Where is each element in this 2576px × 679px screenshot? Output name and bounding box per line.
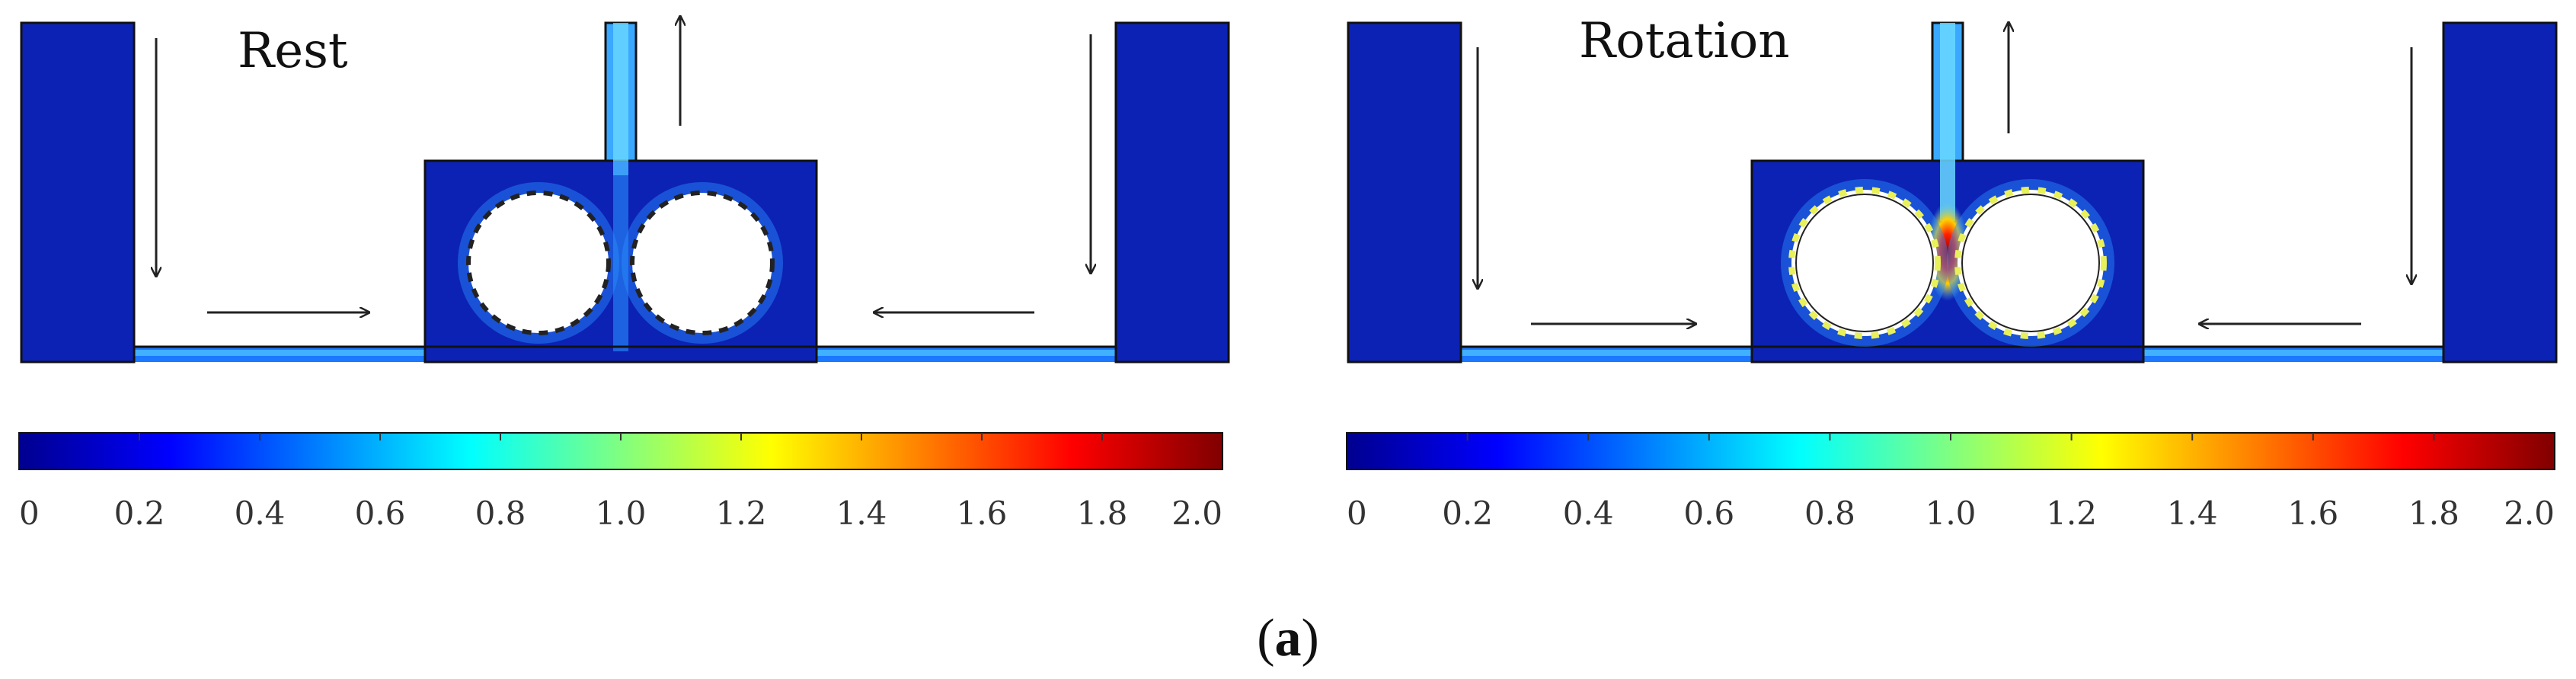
- caption-close-paren: ): [1302, 609, 1319, 668]
- colorbar-rest-tick-label: 2.0: [1171, 495, 1222, 532]
- colorbar-rest-tick-label: 0: [19, 495, 40, 532]
- colorbar-rest-tick-label: 1.2: [716, 495, 767, 532]
- colorbar-rest-tick-label: 1.0: [596, 495, 647, 532]
- colorbar-rotation-tick-label: 2.0: [2504, 495, 2555, 532]
- panel-title-rest: Rest: [238, 23, 348, 79]
- colorbar-rotation-tick-label: 1.0: [1926, 495, 1977, 532]
- colorbar-rotation-tick-label: 0.8: [1804, 495, 1855, 532]
- colorbar-rotation: 0 0.2 0.4 0.6 0.8 1.0 1.2 1.4 1.6 1.8 2.0: [1346, 432, 2555, 532]
- gear-left-rotation: [1781, 179, 1948, 347]
- colorbar-rest-tick-label: 1.6: [957, 495, 1008, 532]
- fluid-domain-rotation: [1347, 21, 2558, 364]
- colorbar-rest-tick-label: 0.8: [475, 495, 526, 532]
- colorbar-rest-tick-label: 1.8: [1077, 495, 1128, 532]
- colorbar-rest: 0 0.2 0.4 0.6 0.8 1.0 1.2 1.4 1.6 1.8 2.0: [18, 432, 1223, 532]
- colorbar-rotation-tick-label: 1.4: [2167, 495, 2218, 532]
- gear-right-rotation: [1947, 179, 2114, 347]
- fluid-domain-rest: [20, 21, 1230, 364]
- gear-right-rest: [622, 182, 783, 344]
- colorbar-rotation-tick-label: 0: [1347, 495, 1367, 532]
- figure-caption: (a): [1257, 609, 1319, 668]
- colorbar-rest-tick-label: 0.4: [235, 495, 286, 532]
- gear-left-rest: [458, 182, 619, 344]
- colorbar-rotation-tick-label: 1.2: [2046, 495, 2097, 532]
- colorbar-rotation-tick-label: 1.8: [2408, 495, 2459, 532]
- colorbar-rotation-tick-label: 1.6: [2287, 495, 2338, 532]
- colorbar-rotation-tick-label: 0.2: [1442, 495, 1493, 532]
- panel-title-rotation: Rotation: [1579, 13, 1790, 69]
- colorbar-rest-tick-label: 1.4: [836, 495, 887, 532]
- panel-rest: Rest: [20, 17, 1230, 364]
- colorbar-rest-tick-label: 0.6: [355, 495, 406, 532]
- caption-open-paren: (: [1257, 609, 1274, 668]
- velocity-hotspot: [1926, 202, 1969, 301]
- panel-rotation: Rotation: [1347, 13, 2558, 364]
- colorbar-rest-tick-label: 0.2: [114, 495, 165, 532]
- colorbar-rotation-tick-label: 0.4: [1563, 495, 1614, 532]
- caption-letter: a: [1275, 609, 1302, 668]
- colorbar-rotation-tick-label: 0.6: [1683, 495, 1734, 532]
